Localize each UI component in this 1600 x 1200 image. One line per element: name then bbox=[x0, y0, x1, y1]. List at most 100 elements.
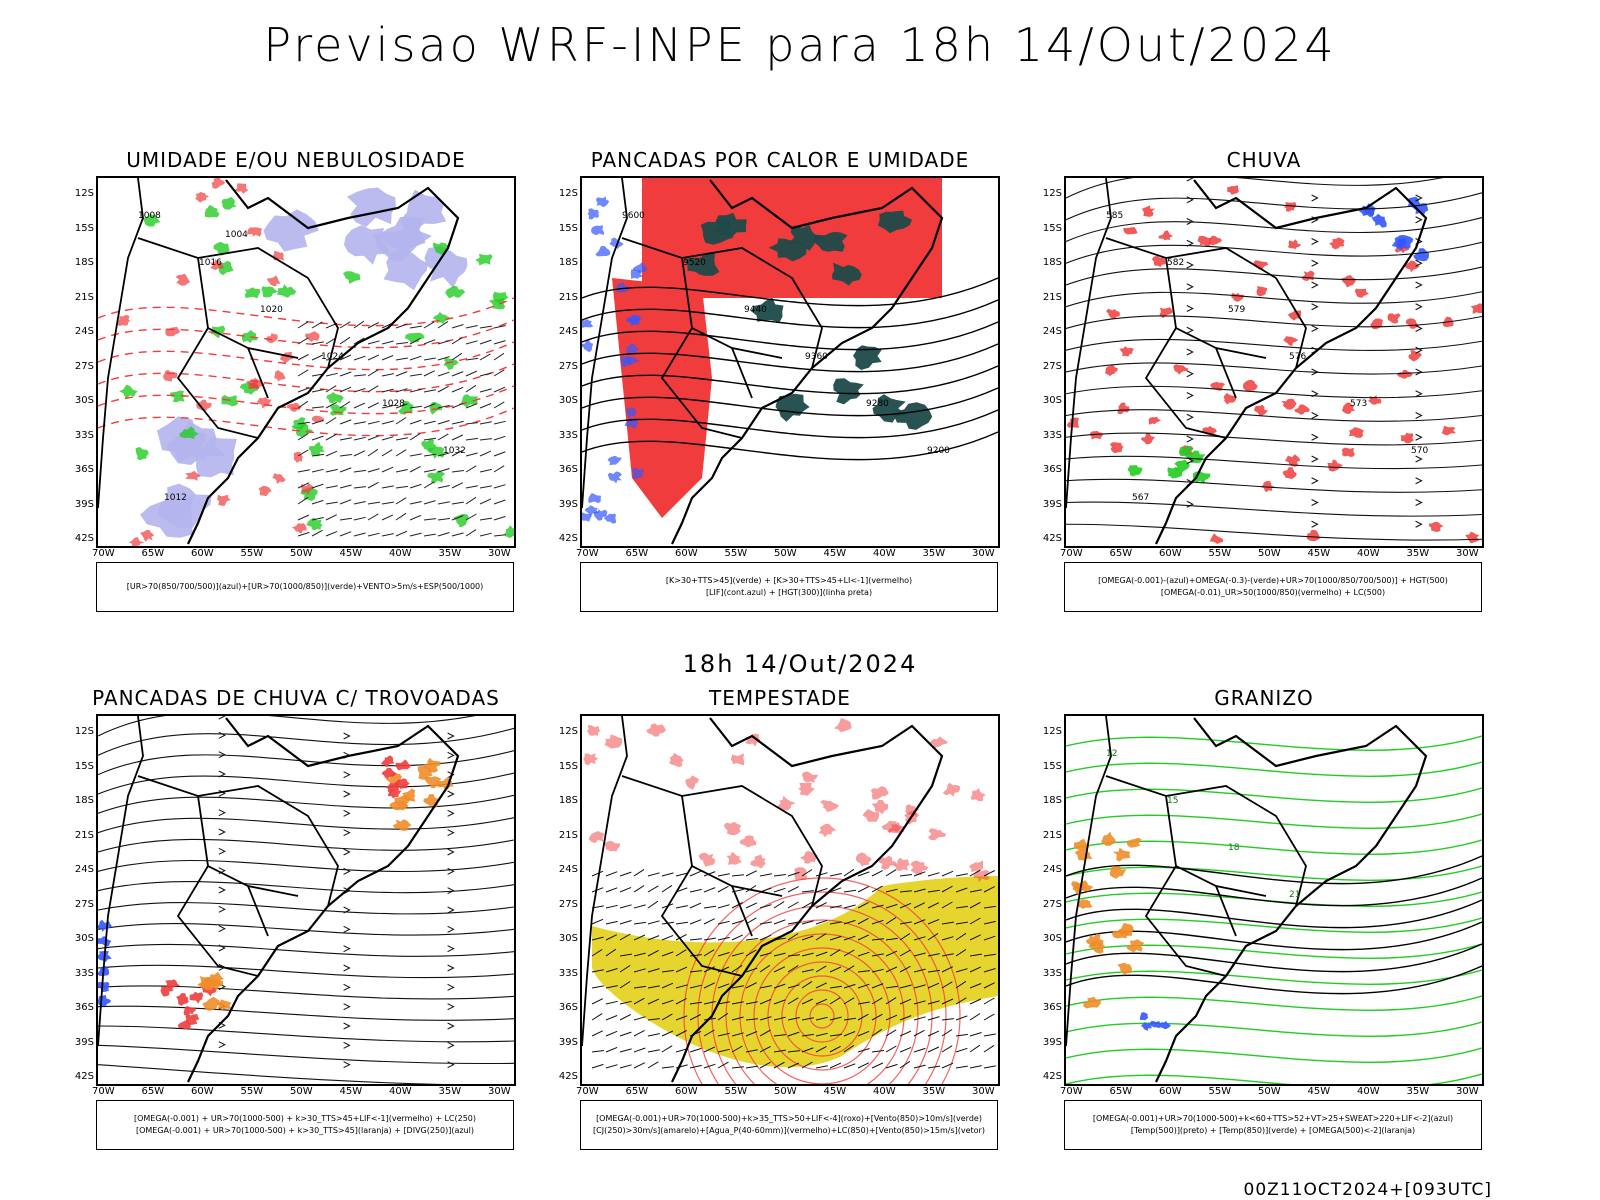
humidity-low-area bbox=[445, 285, 466, 299]
precip-water-contour bbox=[781, 975, 863, 1057]
rain-red bbox=[1341, 275, 1356, 288]
wind-vector-850 bbox=[843, 983, 856, 989]
streamline-arrow bbox=[343, 1061, 351, 1069]
lon-tick-label: 50W bbox=[1258, 1086, 1281, 1097]
streamline-arrow bbox=[1311, 477, 1319, 485]
wind-vector-850 bbox=[815, 919, 828, 925]
streamline-arrow bbox=[218, 809, 226, 817]
lat-tick-label: 39S bbox=[74, 1036, 94, 1048]
streamline-arrow bbox=[218, 847, 226, 855]
precip-water-contour bbox=[862, 809, 880, 822]
streamline-arrow bbox=[343, 829, 351, 837]
lif-contour bbox=[633, 261, 648, 273]
wind-vector bbox=[479, 421, 492, 425]
wind-vector-850 bbox=[801, 920, 814, 925]
wind-vector bbox=[297, 354, 309, 361]
wind-vector-850 bbox=[717, 983, 730, 989]
wind-vector-850 bbox=[815, 1016, 828, 1021]
storm-red bbox=[395, 759, 412, 771]
wind-vector-850 bbox=[983, 968, 996, 973]
instability-green bbox=[684, 253, 720, 276]
wind-vector-850 bbox=[815, 1045, 827, 1053]
humidity-low-area bbox=[261, 286, 279, 298]
wind-vector bbox=[479, 485, 492, 489]
wind-vector-850 bbox=[689, 1064, 702, 1069]
lat-tick-label: 30S bbox=[74, 395, 94, 406]
lat-tick-label: 24S bbox=[74, 326, 94, 337]
wind-vector bbox=[409, 501, 422, 505]
wind-vector-850 bbox=[591, 1013, 603, 1021]
coastline bbox=[1155, 179, 1428, 545]
streamline-arrow bbox=[1311, 259, 1319, 267]
wind-vector-850 bbox=[843, 868, 855, 877]
wind-vector-850 bbox=[661, 884, 673, 893]
wind-vector-850 bbox=[941, 870, 954, 877]
wind-vector-850 bbox=[913, 888, 926, 893]
rain-red bbox=[1173, 364, 1189, 375]
wind-vector bbox=[297, 531, 310, 537]
wind-vector-850 bbox=[703, 982, 716, 989]
streamline-arrow bbox=[1415, 281, 1423, 289]
wind-vector bbox=[423, 420, 436, 425]
omega-blue bbox=[1371, 213, 1387, 228]
wind-vector-850 bbox=[605, 920, 618, 925]
map-frame: 1008 1016 1020 1024 1028 1032 1012 1004 bbox=[96, 176, 516, 548]
wind-vector bbox=[395, 342, 408, 345]
wind-vector-850 bbox=[661, 969, 674, 973]
streamline-arrow bbox=[1415, 216, 1423, 224]
wind-vector-850 bbox=[605, 871, 618, 877]
lat-tick-label: 12S bbox=[1042, 726, 1062, 737]
wind-vector-850 bbox=[689, 1001, 702, 1005]
thickness-contour bbox=[185, 470, 201, 481]
wind-vector-850 bbox=[983, 1065, 996, 1069]
lon-tick-label: 30W bbox=[488, 548, 511, 559]
omega-green bbox=[1127, 465, 1143, 477]
wind-vector bbox=[451, 501, 464, 505]
wind-vector-850 bbox=[773, 1061, 785, 1069]
wind-vector bbox=[395, 403, 408, 409]
temp850-contour bbox=[1066, 735, 1482, 751]
map-canvas: 9600 9520 9440 9360 9280 9200 bbox=[582, 178, 998, 545]
wind-vector-850 bbox=[605, 887, 618, 893]
wind-vector-850 bbox=[885, 1045, 897, 1053]
wind-vector-850 bbox=[647, 885, 659, 893]
contour-label: 1024 bbox=[321, 352, 344, 362]
contour-label: 9280 bbox=[866, 399, 889, 409]
hgt500-contour bbox=[1066, 362, 1482, 375]
streamline-arrow bbox=[1415, 477, 1423, 485]
wind-vector bbox=[395, 371, 408, 377]
streamline-250 bbox=[98, 1064, 443, 1084]
rain-red bbox=[1282, 467, 1297, 479]
wind-vector-850 bbox=[745, 938, 758, 941]
lon-tick-label: 40W bbox=[389, 1086, 412, 1097]
wind-vector-850 bbox=[731, 902, 743, 909]
wind-vector-850 bbox=[955, 873, 968, 877]
streamline-arrow bbox=[1186, 178, 1194, 182]
lat-tick-label: 21S bbox=[74, 291, 94, 303]
streamline-arrow bbox=[1415, 194, 1423, 202]
lon-tick-label: 35W bbox=[922, 548, 946, 559]
legend-box: [OMEGA(-0.001)+UR>70(1000-500)+k<60+TTS>… bbox=[1064, 1100, 1482, 1150]
storm-red bbox=[380, 755, 395, 768]
streamline-arrow bbox=[1186, 370, 1194, 378]
wind-vector-850 bbox=[801, 952, 814, 957]
storm-orange bbox=[402, 788, 416, 802]
wind-vector bbox=[381, 436, 394, 441]
rain-red bbox=[1404, 260, 1420, 273]
wind-vector bbox=[353, 374, 366, 377]
wind-vector-850 bbox=[969, 966, 982, 973]
legend-box: [UR>70(850/700/500)](azul)+[UR>70(1000/8… bbox=[96, 562, 514, 612]
streamline-arrow bbox=[1186, 305, 1194, 312]
wind-vector-850 bbox=[745, 1001, 758, 1005]
lon-tick-label: 60W bbox=[1159, 1086, 1182, 1097]
streamline-arrow bbox=[343, 809, 351, 817]
thickness-contour bbox=[272, 473, 286, 484]
wind-vector-850 bbox=[731, 1045, 743, 1053]
hgt500-contour bbox=[1066, 478, 1482, 493]
divg-blue bbox=[98, 919, 112, 932]
precip-water-contour bbox=[798, 782, 815, 796]
streamline-250 bbox=[98, 1025, 514, 1043]
wind-vector-850 bbox=[773, 983, 786, 989]
wind-vector-850 bbox=[857, 871, 870, 877]
wind-vector bbox=[465, 357, 478, 361]
